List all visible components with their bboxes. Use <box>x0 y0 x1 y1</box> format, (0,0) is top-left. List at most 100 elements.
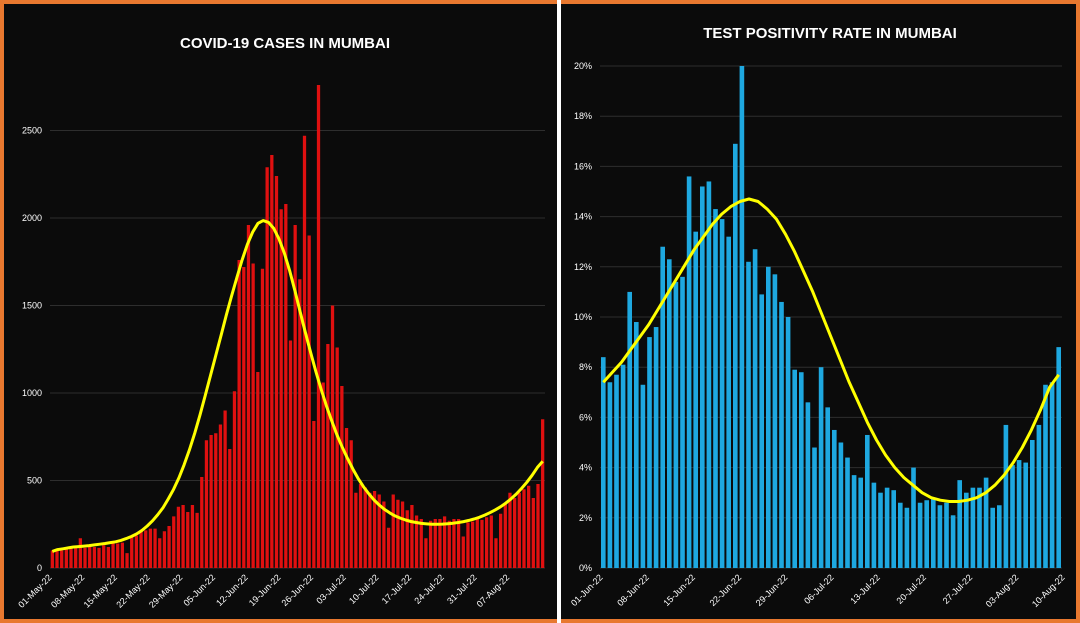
bar <box>172 516 176 568</box>
bar <box>746 261 751 568</box>
bar <box>167 526 171 568</box>
bar <box>825 407 831 568</box>
x-tick-label: 08-Jun-22 <box>615 572 651 608</box>
y-tick-label: 2% <box>579 513 592 523</box>
bar <box>64 548 68 568</box>
bar <box>214 433 218 568</box>
bar <box>970 487 976 568</box>
bar <box>805 402 811 568</box>
trend-line <box>51 219 544 553</box>
y-tick-label: 20% <box>574 61 592 71</box>
bar <box>302 135 307 568</box>
bar <box>508 492 512 568</box>
bar <box>284 204 288 568</box>
bar <box>92 547 96 568</box>
bar <box>699 186 705 569</box>
bar <box>489 515 493 568</box>
bar <box>1036 424 1042 568</box>
x-tick-label: 20-Jul-22 <box>895 572 929 606</box>
bar <box>382 501 386 568</box>
bar <box>237 260 241 568</box>
bar <box>111 541 115 568</box>
x-tick-label: 27-Jul-22 <box>941 572 975 606</box>
x-tick-label: 10-Aug-22 <box>1030 572 1067 609</box>
bar <box>897 502 903 568</box>
bar <box>904 507 910 568</box>
x-tick-label: 01-Jun-22 <box>569 572 605 608</box>
bar <box>209 435 213 568</box>
bar <box>541 419 545 568</box>
x-tick-label: 15-Jun-22 <box>661 572 697 608</box>
y-tick-label: 2000 <box>22 213 42 223</box>
bar <box>270 155 274 568</box>
bar <box>186 512 190 568</box>
bar <box>640 384 646 568</box>
bar <box>410 505 414 568</box>
bar <box>990 507 996 568</box>
x-tick-label: 03-Aug-22 <box>984 572 1021 609</box>
bar <box>218 424 223 568</box>
bar <box>673 281 679 568</box>
bar <box>428 520 433 568</box>
bar <box>858 477 864 568</box>
bar <box>1010 465 1015 568</box>
bar <box>633 322 639 568</box>
bar <box>405 510 409 568</box>
bar <box>838 442 844 568</box>
bar <box>1043 384 1048 568</box>
bar <box>627 291 633 568</box>
bar <box>831 429 837 568</box>
bar <box>88 546 92 568</box>
y-tick-label: 2500 <box>22 126 42 136</box>
bar <box>358 484 363 568</box>
bar <box>527 485 531 568</box>
bar <box>930 497 936 568</box>
bar <box>377 494 381 568</box>
bar <box>466 522 470 568</box>
bar <box>983 477 989 568</box>
bar <box>447 520 451 568</box>
bar <box>386 527 391 568</box>
bar <box>499 513 503 568</box>
bar <box>494 538 498 568</box>
bar <box>785 317 791 568</box>
bar <box>158 538 162 568</box>
bar <box>223 410 227 568</box>
bar <box>50 550 54 568</box>
bar <box>1056 347 1062 568</box>
bar <box>944 502 949 568</box>
bar <box>293 225 297 568</box>
bar <box>368 492 372 568</box>
bar <box>251 263 255 568</box>
bar <box>666 259 672 568</box>
bar <box>536 484 540 568</box>
y-tick-label: 0% <box>579 563 592 573</box>
bar <box>106 547 111 568</box>
bar <box>1023 462 1029 568</box>
bar <box>125 553 129 568</box>
bar <box>600 357 606 568</box>
bar <box>818 367 824 568</box>
bar <box>503 503 507 568</box>
bar <box>298 279 302 568</box>
y-tick-label: 1000 <box>22 388 42 398</box>
bar <box>162 531 167 568</box>
bar <box>144 530 148 568</box>
bar <box>260 268 265 568</box>
bar <box>864 434 870 568</box>
bar <box>917 502 923 568</box>
bar <box>400 501 405 568</box>
bar <box>452 519 456 568</box>
bar <box>181 505 185 568</box>
bar <box>891 490 897 568</box>
bar <box>354 492 358 568</box>
bar <box>792 369 798 568</box>
bar <box>732 143 738 568</box>
x-tick-label: 29-Jun-22 <box>754 572 790 608</box>
bar <box>246 225 251 568</box>
bar <box>963 492 969 568</box>
y-tick-label: 10% <box>574 312 592 322</box>
y-tick-label: 12% <box>574 262 592 272</box>
bar <box>752 249 758 569</box>
